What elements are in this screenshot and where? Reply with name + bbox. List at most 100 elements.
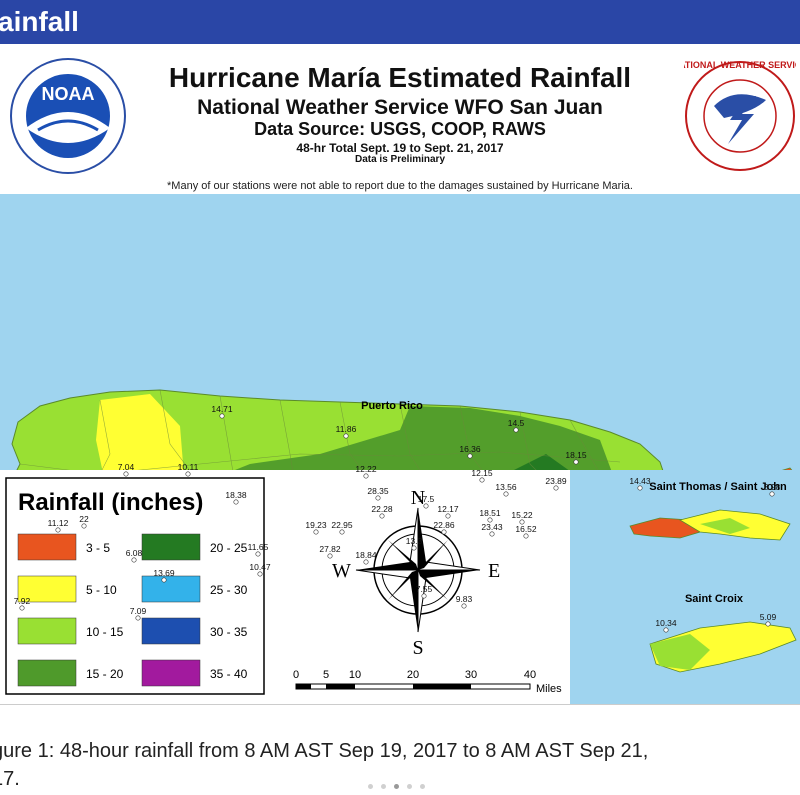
station-value: 10.47 (249, 562, 271, 572)
pager-dot[interactable] (368, 784, 373, 789)
scale-tick-label: 40 (524, 669, 536, 681)
legend-label: 15 - 20 (86, 667, 124, 681)
station-note: *Many of our stations were not able to r… (167, 180, 633, 192)
station-marker (255, 551, 261, 557)
station-value: 23.89 (545, 476, 567, 486)
station-value: 13.69 (153, 568, 175, 578)
station-marker (19, 605, 25, 611)
label-saint-croix: Saint Croix (685, 593, 744, 605)
station-marker (489, 531, 495, 537)
station-value: 17.5 (418, 494, 435, 504)
station-marker (487, 517, 493, 523)
legend-swatch (17, 659, 77, 687)
pager-dot-active[interactable] (394, 784, 399, 789)
scale-tick-label: 0 (293, 669, 299, 681)
station-marker (765, 621, 771, 627)
station-value: 15.22 (511, 510, 533, 520)
map-subtitle: National Weather Service WFO San Juan (197, 96, 603, 119)
station-value: 22.28 (371, 504, 393, 514)
scale-tick-label: 20 (407, 669, 419, 681)
station-value: 13.3 (406, 536, 423, 546)
station-marker (479, 477, 485, 483)
scale-tick-label: 30 (465, 669, 477, 681)
legend-label: 20 - 25 (210, 541, 248, 555)
legend-swatch (141, 533, 201, 561)
pager-dot[interactable] (381, 784, 386, 789)
nws-logo: NATIONAL WEATHER SERVICE (684, 60, 796, 171)
station-marker (553, 485, 559, 491)
scale-tick-label: 10 (349, 669, 361, 681)
preliminary-label: Data is Preliminary (354, 154, 446, 165)
station-value: 12.17 (437, 504, 459, 514)
rainfall-map: Rainfall (inches) 3 - 5 5 - 10 10 - 15 15 -… (0, 194, 800, 704)
station-marker (379, 513, 385, 519)
station-value: 18.84 (355, 550, 377, 560)
station-marker (375, 495, 381, 501)
station-value: 12.15 (471, 468, 493, 478)
station-marker (339, 529, 345, 535)
scale-tick-label: 5 (323, 669, 329, 681)
station-value: 7.92 (14, 596, 31, 606)
noaa-logo-text: NOAA (42, 84, 95, 104)
compass-w: W (332, 560, 351, 582)
legend-label: 5 - 10 (86, 583, 117, 597)
station-value: 5.09 (760, 612, 777, 622)
station-marker (421, 593, 427, 599)
noaa-logo: NOAA (10, 58, 126, 174)
station-value: 16.52 (515, 524, 537, 534)
station-value: 12.22 (355, 464, 377, 474)
station-value: 10.34 (655, 618, 677, 628)
pager-dot[interactable] (407, 784, 412, 789)
compass-rose: N S E W (332, 487, 500, 659)
station-value: 23.43 (481, 522, 503, 532)
station-value: 11.65 (248, 542, 269, 552)
legend-items: 3 - 5 5 - 10 10 - 15 15 - 20 20 - 25 25 - 30 3… (17, 533, 248, 687)
station-marker (423, 503, 429, 509)
station-marker (663, 627, 669, 633)
legend-swatch (141, 659, 201, 687)
station-value: 27.82 (319, 544, 341, 554)
legend-swatch (141, 617, 201, 645)
station-marker (519, 519, 525, 525)
station-value: 22.95 (331, 520, 353, 530)
top-banner: ainfall (0, 0, 800, 44)
station-value: 18.38 (225, 490, 247, 500)
station-marker (123, 471, 129, 477)
compass-e: E (488, 560, 500, 582)
pager-dot[interactable] (420, 784, 425, 789)
caption-line-2: 17. (0, 768, 20, 790)
station-marker (327, 553, 333, 559)
compass-n: N (411, 487, 425, 509)
station-value: 9.83 (456, 594, 473, 604)
station-marker (55, 527, 61, 533)
station-marker (411, 545, 417, 551)
map-title: Hurricane María Estimated Rainfall (168, 62, 632, 93)
label-puerto-rico: Puerto Rico (361, 400, 423, 412)
nws-logo-text: NATIONAL WEATHER SERVICE (684, 60, 796, 70)
saint-john-green (700, 518, 750, 534)
station-marker (467, 453, 473, 459)
station-marker (461, 603, 467, 609)
station-marker (161, 577, 167, 583)
station-value: 10.11 (178, 462, 199, 472)
stations: 14.71 11.86 14.5 7.04 10.11 16.36 18.15 12.22 12… (14, 404, 781, 633)
legend-swatch (17, 533, 77, 561)
station-value: 7.04 (118, 462, 135, 472)
station-value: 18.15 (565, 450, 587, 460)
station-marker (233, 499, 239, 505)
station-marker (441, 529, 447, 535)
legend-label: 3 - 5 (86, 541, 110, 555)
station-marker (185, 471, 191, 477)
figure-caption: gure 1: 48-hour rainfall from 8 AM AST S… (0, 737, 800, 793)
station-marker (81, 523, 87, 529)
station-value: 22 (79, 514, 89, 524)
saint-thomas-island (629, 517, 701, 539)
station-value: 14.71 (211, 404, 233, 414)
station-value: 28.35 (367, 486, 389, 496)
station-value: 13.56 (495, 482, 517, 492)
legend-label: 35 - 40 (210, 667, 248, 681)
station-value: 7.09 (130, 606, 147, 616)
station-value: 19.23 (305, 520, 327, 530)
station-marker (769, 491, 775, 497)
station-value: 7.55 (416, 584, 433, 594)
